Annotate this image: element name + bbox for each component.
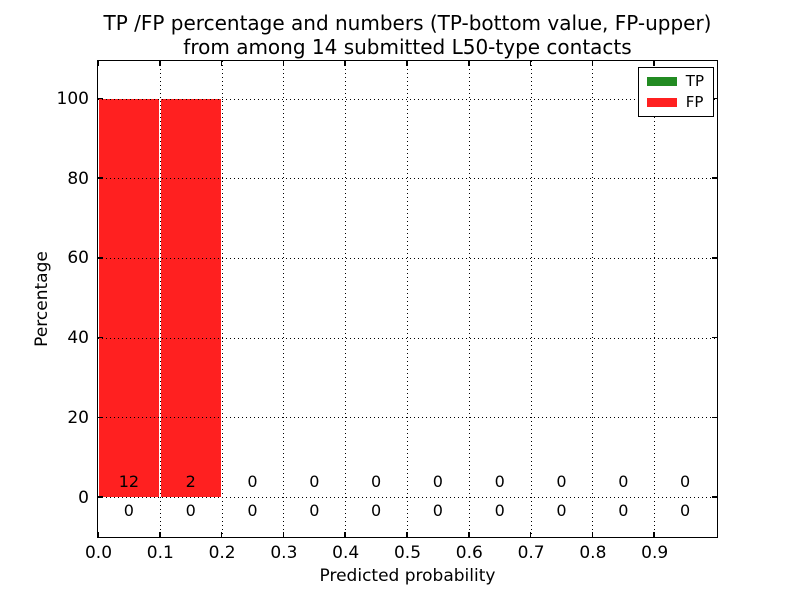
x-tick-label: 0.8 <box>579 543 607 563</box>
fp-count: 0 <box>618 472 629 491</box>
fp-count: 0 <box>370 472 382 491</box>
gridline-vertical <box>592 61 594 537</box>
y-tick-mark <box>712 177 717 179</box>
x-tick-mark <box>406 61 408 66</box>
x-tick-label: 0.5 <box>393 543 422 563</box>
x-tick-mark <box>344 61 346 66</box>
plot-area: TP FP 0 0 0 0 0 0 0 0 0 0 12 2 0 0 0 0 0 0 0 0 <box>97 60 718 538</box>
y-tick-mark <box>712 97 717 100</box>
x-tick-mark <box>220 61 223 66</box>
legend-swatch-tp <box>646 77 677 86</box>
tp-count: 0 <box>556 500 567 520</box>
y-tick-mark <box>712 496 717 498</box>
chart-title-line1: TP /FP percentage and numbers (TP-bottom… <box>103 11 712 35</box>
y-tick-mark <box>712 336 717 339</box>
x-tick-mark <box>529 532 532 537</box>
tp-count: 0 <box>123 500 134 520</box>
x-tick-mark <box>468 61 470 66</box>
x-tick-label: 0.1 <box>146 543 174 563</box>
tp-count: 0 <box>494 500 505 520</box>
x-axis-label: Predicted probability <box>319 566 496 586</box>
x-tick-label: 0.4 <box>332 543 360 563</box>
tp-count: 0 <box>309 500 320 520</box>
y-tick-mark <box>98 97 103 100</box>
gridline-vertical <box>530 61 532 537</box>
fp-bar <box>160 98 221 497</box>
x-tick-label: 0.6 <box>455 543 483 563</box>
x-tick-mark <box>529 61 532 66</box>
chart-title: TP /FP percentage and numbers (TP-bottom… <box>97 11 718 59</box>
x-tick-mark <box>159 532 161 537</box>
legend-item-tp: TP <box>646 72 704 90</box>
x-tick-mark <box>591 61 594 66</box>
chart-title-line2: from among 14 submitted L50-type contact… <box>183 35 632 59</box>
y-tick-mark <box>98 496 103 498</box>
y-tick-label: 80 <box>67 168 89 189</box>
x-tick-mark <box>97 532 99 537</box>
tp-count: 0 <box>432 500 443 520</box>
legend-label-tp: TP <box>685 72 704 90</box>
gridline-vertical <box>407 61 408 537</box>
fp-count: 12 <box>118 472 140 491</box>
fp-count: 0 <box>247 472 258 491</box>
tp-count: 0 <box>618 500 629 520</box>
x-tick-mark <box>159 61 161 66</box>
tp-count: 0 <box>370 500 382 520</box>
x-tick-label: 0.0 <box>84 543 113 563</box>
x-tick-mark <box>220 532 223 537</box>
gridline-vertical <box>468 61 470 537</box>
x-tick-mark <box>282 61 285 66</box>
tp-count: 0 <box>247 500 258 520</box>
y-tick-mark <box>98 336 103 339</box>
gridline-vertical <box>221 61 223 537</box>
y-tick-label: 100 <box>56 89 89 109</box>
fp-count: 0 <box>679 472 691 491</box>
legend-swatch-fp <box>646 98 677 107</box>
y-tick-mark <box>712 257 717 259</box>
gridline-vertical <box>159 61 161 537</box>
x-tick-mark <box>468 532 470 537</box>
fp-count: 0 <box>494 472 505 491</box>
y-tick-label: 20 <box>67 407 89 428</box>
x-tick-mark <box>591 532 594 537</box>
x-tick-label: 0.7 <box>517 543 545 563</box>
fp-count: 0 <box>309 472 320 491</box>
x-tick-mark <box>406 532 408 537</box>
tp-count: 0 <box>679 500 691 520</box>
x-tick-mark <box>653 61 655 66</box>
x-tick-label: 0.3 <box>270 543 298 563</box>
fp-count: 0 <box>432 472 443 491</box>
x-tick-label: 0.9 <box>641 543 669 563</box>
y-tick-mark <box>98 416 103 419</box>
gridline-vertical <box>654 61 656 537</box>
x-tick-mark <box>344 532 346 537</box>
tp-count: 0 <box>185 500 196 520</box>
x-tick-mark <box>653 532 655 537</box>
y-tick-mark <box>712 416 717 419</box>
fp-count: 2 <box>185 472 196 491</box>
y-tick-mark <box>98 177 103 179</box>
y-tick-mark <box>98 257 103 259</box>
x-tick-mark <box>97 61 99 66</box>
y-tick-label: 0 <box>78 487 89 508</box>
x-tick-label: 0.2 <box>208 543 236 563</box>
legend-item-fp: FP <box>646 93 704 111</box>
y-tick-label: 40 <box>67 328 89 349</box>
x-tick-mark <box>282 532 285 537</box>
y-tick-label: 60 <box>67 248 89 269</box>
legend: TP FP <box>637 67 714 117</box>
gridline-vertical <box>283 61 285 537</box>
legend-label-fp: FP <box>685 93 704 111</box>
gridline-vertical <box>345 61 347 537</box>
fp-count: 0 <box>556 472 567 491</box>
fp-bar <box>98 98 160 497</box>
